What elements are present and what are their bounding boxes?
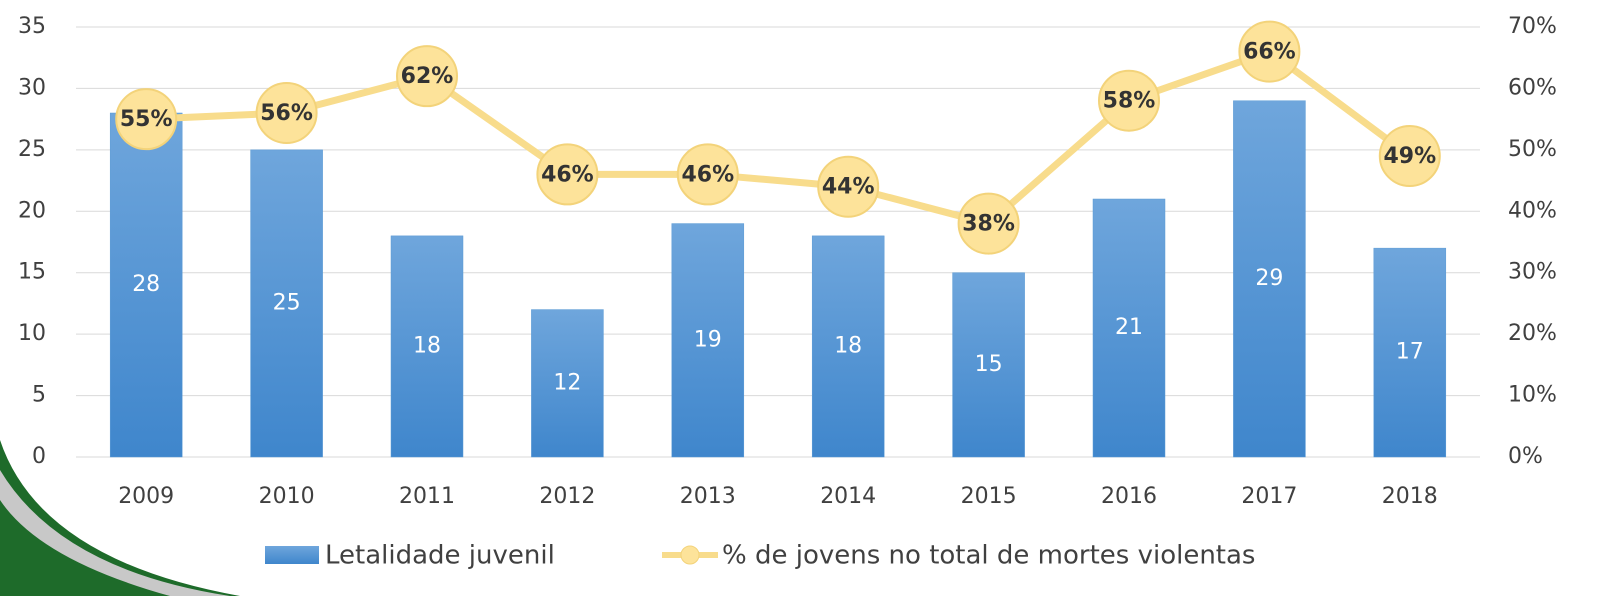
legend-swatch — [681, 546, 699, 564]
y2-tick-label: 0% — [1508, 444, 1543, 469]
y2-tick-label: 70% — [1508, 14, 1557, 39]
bar-value-label: 29 — [1255, 266, 1283, 291]
y-tick-label: 15 — [18, 260, 46, 285]
y-tick-label: 35 — [18, 14, 46, 39]
y-tick-label: 30 — [18, 75, 46, 100]
bar-value-label: 28 — [132, 272, 160, 297]
y2-tick-label: 10% — [1508, 383, 1557, 408]
line-value-label: 56% — [260, 101, 313, 126]
x-tick-label: 2018 — [1382, 484, 1438, 509]
bar-value-label: 17 — [1396, 340, 1424, 365]
y-tick-label: 25 — [18, 137, 46, 162]
x-tick-label: 2016 — [1101, 484, 1157, 509]
x-tick-label: 2011 — [399, 484, 455, 509]
bar-value-label: 18 — [834, 333, 862, 358]
line-value-label: 58% — [1103, 89, 1156, 114]
bar-value-label: 15 — [975, 352, 1003, 377]
line-value-label: 44% — [822, 175, 875, 200]
legend-label: % de jovens no total de mortes violentas — [722, 541, 1255, 571]
grid: 0 5 10 15 20 25 30 35 0% 10% 20% 30% 40% 50% 60% 70% 200… — [18, 14, 1557, 509]
line-value-label: 49% — [1383, 144, 1436, 169]
legend: Letalidade juvenil % de jovens no total d… — [265, 541, 1255, 571]
plot: 28 25 18 12 19 18 15 21 29 17 55% 56% 62% 46% 46% 44% 38… — [110, 22, 1446, 457]
x-tick-label: 2017 — [1241, 484, 1297, 509]
line-value-label: 62% — [401, 64, 454, 89]
line-value-label: 55% — [120, 107, 173, 132]
line-value-label: 46% — [541, 162, 594, 187]
bar-value-label: 18 — [413, 333, 441, 358]
y-tick-label: 5 — [32, 383, 46, 408]
x-tick-label: 2015 — [961, 484, 1017, 509]
y2-tick-label: 60% — [1508, 75, 1557, 100]
chart: 0 5 10 15 20 25 30 35 0% 10% 20% 30% 40% 50% 60% 70% 200… — [0, 0, 1617, 596]
line — [146, 52, 1410, 224]
bar-value-label: 12 — [553, 370, 581, 395]
bar-value-label: 19 — [694, 327, 722, 352]
y-tick-label: 20 — [18, 198, 46, 223]
y2-tick-label: 40% — [1508, 198, 1557, 223]
y2-tick-label: 30% — [1508, 260, 1557, 285]
y2-tick-label: 20% — [1508, 321, 1557, 346]
legend-label: Letalidade juvenil — [325, 541, 555, 571]
line-value-label: 46% — [681, 162, 734, 187]
x-tick-label: 2012 — [539, 484, 595, 509]
x-tick-label: 2010 — [259, 484, 315, 509]
x-tick-label: 2009 — [118, 484, 174, 509]
bar-value-label: 21 — [1115, 315, 1143, 340]
y2-tick-label: 50% — [1508, 137, 1557, 162]
line-value-label: 38% — [962, 212, 1015, 237]
x-tick-label: 2014 — [820, 484, 876, 509]
y-tick-label: 0 — [32, 444, 46, 469]
y-tick-label: 10 — [18, 321, 46, 346]
line-value-label: 66% — [1243, 40, 1296, 65]
bar-value-label: 25 — [273, 290, 301, 315]
x-tick-label: 2013 — [680, 484, 736, 509]
legend-swatch — [265, 546, 319, 564]
